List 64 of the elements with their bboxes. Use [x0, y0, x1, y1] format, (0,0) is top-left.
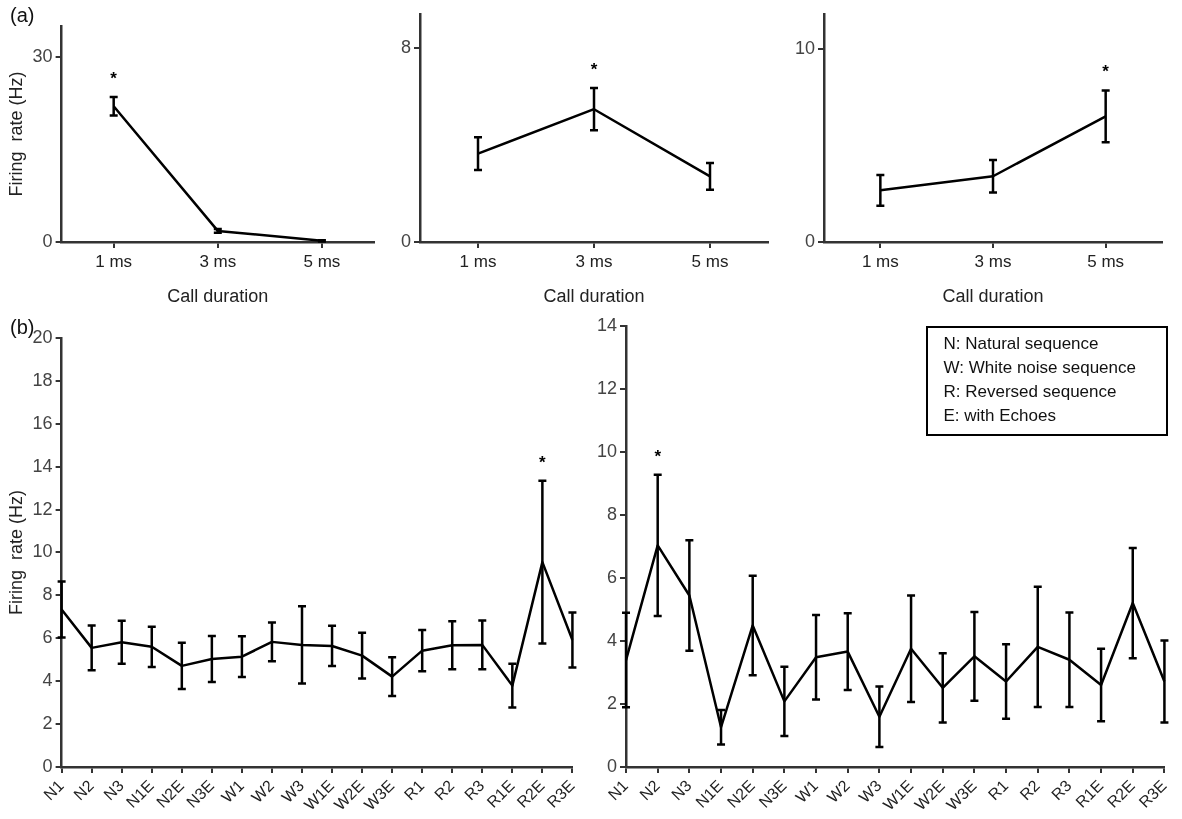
- annotation: *: [539, 452, 547, 472]
- y-tick-label: 0: [42, 755, 53, 776]
- x-tick-label: R3: [461, 776, 488, 804]
- x-tick-label: W2: [823, 776, 854, 806]
- x-tick-label: 5 ms: [303, 251, 341, 271]
- x-tick-label: R3: [1048, 776, 1075, 804]
- y-tick-label: 8: [42, 584, 53, 605]
- annotation: W: White noise sequence: [943, 357, 1136, 379]
- annotation: *: [1102, 62, 1110, 82]
- y-tick-label: 0: [42, 230, 53, 251]
- y-tick-label: 6: [42, 627, 53, 648]
- annotation: R: Reversed sequence: [943, 381, 1118, 403]
- y-tick-label: 16: [32, 412, 53, 433]
- x-tick-label: R1: [984, 776, 1012, 804]
- x-tick-label: 1 ms: [459, 251, 497, 271]
- y-tick-label: 20: [32, 326, 53, 347]
- y-tick-label: 0: [401, 230, 412, 251]
- y-tick-label: 4: [607, 629, 618, 650]
- y-tick-label: 14: [32, 455, 53, 476]
- x-tick-label: 1 ms: [95, 251, 133, 271]
- x-tick-label: W2: [248, 776, 278, 806]
- y-tick-label: 12: [596, 377, 618, 398]
- y-tick-label: 8: [607, 503, 618, 524]
- annotation: *: [590, 59, 598, 79]
- chart-title: (a): [10, 4, 35, 27]
- x-tick-label: N2: [636, 776, 663, 804]
- x-tick-label: R2: [1016, 776, 1044, 804]
- y-tick-label: 2: [607, 692, 618, 713]
- y-tick-label: 10: [794, 37, 816, 58]
- y-tick-label: 18: [32, 369, 53, 390]
- y-tick-label: 12: [32, 498, 53, 519]
- x-tick-label: 3 ms: [974, 251, 1012, 271]
- y-tick-label: 0: [805, 230, 816, 251]
- x-tick-label: 1 ms: [861, 251, 899, 271]
- x-tick-label: N3: [668, 776, 695, 804]
- y-tick-label: 10: [32, 541, 53, 562]
- y-tick-label: 2: [42, 712, 53, 733]
- y-tick-label: 14: [596, 314, 618, 335]
- x-axis-title: Call duration: [942, 286, 1044, 307]
- y-tick-label: 4: [42, 670, 53, 691]
- annotation: *: [110, 68, 118, 88]
- annotation: E: with Echoes: [943, 405, 1057, 427]
- y-axis-title: Firing rate (Hz): [5, 489, 26, 615]
- y-tick-label: 30: [32, 45, 53, 66]
- x-axis-title: Call duration: [543, 286, 645, 307]
- annotation: *: [654, 446, 662, 466]
- x-tick-label: N1: [40, 776, 67, 804]
- x-tick-label: N2: [70, 776, 97, 804]
- y-tick-label: 6: [607, 566, 618, 587]
- x-tick-label: R1: [400, 776, 428, 804]
- x-tick-label: N1: [604, 776, 632, 804]
- x-tick-label: W1: [792, 776, 822, 806]
- y-tick-label: 8: [401, 36, 412, 57]
- x-tick-label: 5 ms: [691, 251, 729, 271]
- x-tick-label: 3 ms: [575, 251, 613, 271]
- x-tick-label: R2: [430, 776, 458, 804]
- annotation: N: Natural sequence: [943, 333, 1100, 355]
- y-tick-label: 0: [607, 755, 618, 776]
- x-axis-title: Call duration: [167, 286, 269, 307]
- y-axis-title: Firing rate (Hz): [5, 71, 26, 197]
- x-tick-label: 5 ms: [1087, 251, 1125, 271]
- x-tick-label: W1: [218, 776, 248, 806]
- y-tick-label: 10: [596, 440, 618, 461]
- x-tick-label: 3 ms: [199, 251, 237, 271]
